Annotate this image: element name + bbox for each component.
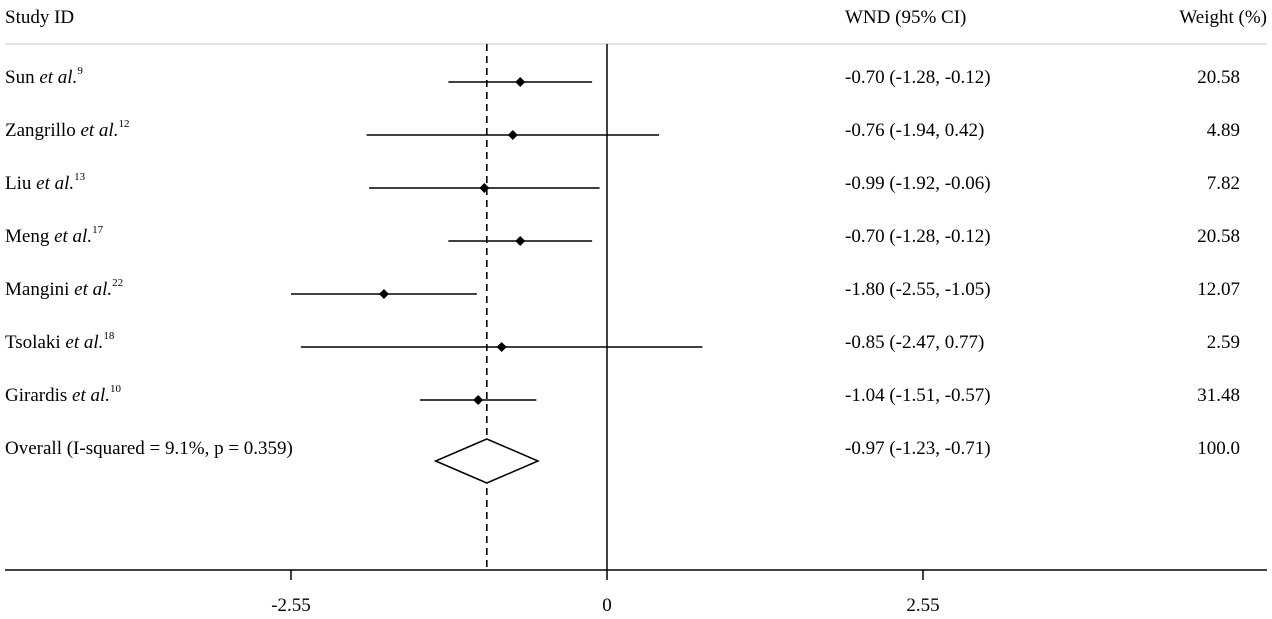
point-estimate-marker [507, 130, 518, 140]
study-label: Meng et al.17 [5, 224, 104, 247]
study-row: Sun et al.9 -0.70 (-1.28, -0.12) 20.58 [5, 65, 1240, 88]
header-study-id: Study ID [5, 7, 74, 28]
study-row: Girardis et al.10 -1.04 (-1.51, -0.57) 31.… [5, 383, 1240, 406]
weight-value: 12.07 [1197, 279, 1240, 300]
overall-diamond [433, 438, 540, 484]
study-ref: 22 [112, 277, 123, 289]
weight-value: 31.48 [1197, 385, 1240, 406]
study-etal: et al. [80, 120, 118, 141]
study-row: Zangrillo et al.12 -0.76 (-1.94, 0.42) 4.8… [5, 118, 1240, 141]
study-ref: 18 [103, 330, 115, 342]
study-ref: 17 [92, 224, 104, 236]
point-estimate-marker [378, 289, 389, 299]
study-name: Girardis [5, 385, 72, 406]
weight-value: 20.58 [1197, 226, 1240, 247]
study-label: Mangini et al.22 [5, 277, 123, 300]
weight-value: 4.89 [1207, 120, 1240, 141]
ci-text: -0.70 (-1.28, -0.12) [845, 226, 991, 247]
point-estimate-marker [515, 236, 526, 246]
study-ref: 12 [118, 118, 129, 130]
study-label: Sun et al.9 [5, 65, 83, 88]
x-tick-label: 0 [602, 595, 612, 616]
point-estimate-marker [496, 342, 507, 352]
study-name: Tsolaki [5, 332, 65, 353]
study-label: Zangrillo et al.12 [5, 118, 129, 141]
study-row: Liu et al.13 -0.99 (-1.92, -0.06) 7.82 [5, 171, 1240, 194]
weight-value: 2.59 [1207, 332, 1240, 353]
ci-text: -0.70 (-1.28, -0.12) [845, 67, 991, 88]
header-effect: WND (95% CI) [845, 7, 966, 28]
overall-weight: 100.0 [1197, 438, 1240, 459]
study-name: Meng [5, 226, 54, 247]
study-name: Mangini [5, 279, 74, 300]
study-label: Liu et al.13 [5, 171, 86, 194]
study-row: Meng et al.17 -0.70 (-1.28, -0.12) 20.58 [5, 224, 1240, 247]
point-estimate-marker [515, 77, 526, 87]
ci-text: -0.99 (-1.92, -0.06) [845, 173, 991, 194]
x-axis-ticks: -2.55 0 2.55 [271, 570, 940, 616]
point-estimate-marker [473, 395, 484, 405]
study-etal: et al. [54, 226, 92, 247]
point-estimate-marker [479, 183, 490, 193]
x-tick-label: -2.55 [271, 595, 311, 616]
ci-text: -0.85 (-2.47, 0.77) [845, 332, 984, 353]
study-ref: 9 [77, 65, 83, 77]
overall-row: Overall (I-squared = 9.1%, p = 0.359) -0.… [5, 438, 1240, 484]
study-row: Mangini et al.22 -1.80 (-2.55, -1.05) 12.0… [5, 277, 1240, 300]
overall-label: Overall (I-squared = 9.1%, p = 0.359) [5, 438, 293, 459]
ci-text: -0.76 (-1.94, 0.42) [845, 120, 984, 141]
study-ref: 10 [110, 383, 122, 395]
study-etal: et al. [39, 67, 77, 88]
study-name: Zangrillo [5, 120, 80, 141]
ci-text: -1.04 (-1.51, -0.57) [845, 385, 991, 406]
study-etal: et al. [36, 173, 74, 194]
header-weight: Weight (%) [1179, 7, 1267, 28]
x-tick-label: 2.55 [906, 595, 939, 616]
study-etal: et al. [72, 385, 110, 406]
study-etal: et al. [65, 332, 103, 353]
study-name: Liu [5, 173, 36, 194]
weight-value: 7.82 [1207, 173, 1240, 194]
study-rows: Sun et al.9 -0.70 (-1.28, -0.12) 20.58Zang… [5, 65, 1240, 406]
study-name: Sun [5, 67, 39, 88]
study-ref: 13 [74, 171, 86, 183]
study-row: Tsolaki et al.18 -0.85 (-2.47, 0.77) 2.59 [5, 330, 1240, 353]
study-label: Girardis et al.10 [5, 383, 122, 406]
study-etal: et al. [74, 279, 112, 300]
overall-ci-text: -0.97 (-1.23, -0.71) [845, 438, 991, 459]
ci-text: -1.80 (-2.55, -1.05) [845, 279, 991, 300]
study-label: Tsolaki et al.18 [5, 330, 115, 353]
weight-value: 20.58 [1197, 67, 1240, 88]
